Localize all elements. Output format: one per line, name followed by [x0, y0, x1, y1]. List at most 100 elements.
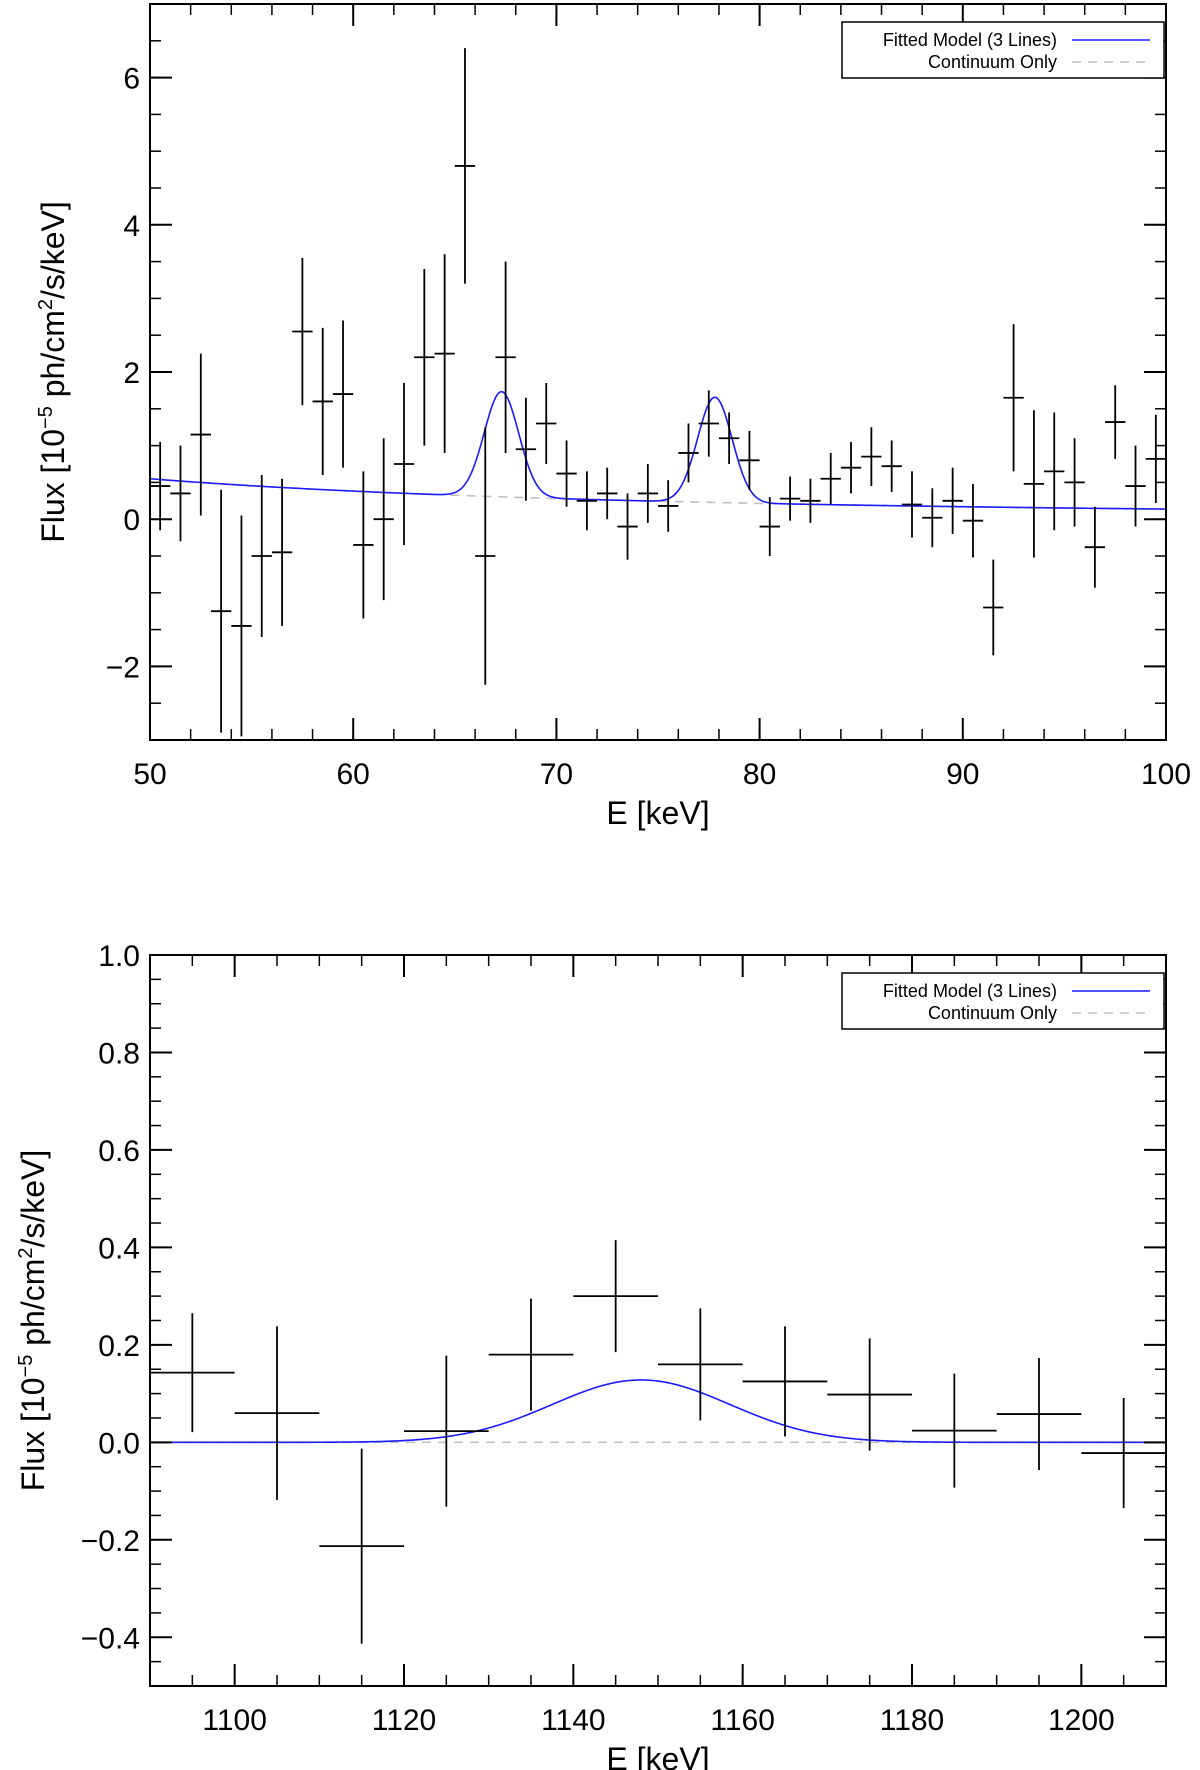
x-tick-label: 1160: [710, 1704, 775, 1737]
data-point: [922, 488, 943, 548]
y-axis-title-part: Flux [10: [15, 1377, 51, 1491]
fitted-model-line: [150, 1379, 1166, 1444]
x-tick-label: 100: [1141, 758, 1191, 791]
data-point: [617, 493, 638, 560]
data-point: [556, 440, 577, 507]
data-point: [1081, 1397, 1166, 1509]
data-point: [210, 489, 232, 733]
legend-label: Fitted Model (3 Lines): [883, 30, 1057, 50]
x-tick-label: 1140: [541, 1704, 606, 1737]
x-tick-label: 70: [540, 758, 573, 791]
y-axis-title-part: ph/cm: [35, 310, 71, 406]
y-tick-label: −2: [106, 651, 140, 684]
y-tick-label: 0.4: [98, 1232, 140, 1265]
fitted-model-line: [150, 390, 1166, 510]
data-point: [576, 471, 598, 531]
data-point: [251, 475, 272, 637]
x-axis-title: E [keV]: [606, 1741, 709, 1770]
data-point: [827, 1338, 912, 1451]
data-point: [1064, 438, 1085, 527]
data-point: [573, 1240, 658, 1353]
data-point: [1084, 506, 1106, 588]
data-point: [1023, 410, 1045, 558]
x-tick-label: 80: [743, 758, 776, 791]
y-tick-label: 0.6: [98, 1135, 140, 1168]
data-point: [373, 438, 394, 601]
data-point: [292, 257, 313, 406]
legend-label: Continuum Only: [928, 52, 1057, 72]
data-point: [739, 430, 760, 490]
panel-bottom: 1100 1120 1140 1160 1180 1200 −0.4 −0.2 0.0 0.2 0.…: [15, 940, 1167, 1770]
continuum-model-line: [434, 493, 1166, 510]
data-point: [942, 467, 963, 534]
x-tick-label: 50: [133, 758, 166, 791]
data-point: [881, 440, 902, 492]
data-point: [718, 412, 740, 464]
data-point: [536, 383, 557, 464]
x-axis-title: E [keV]: [606, 795, 709, 831]
data-point: [495, 261, 516, 453]
y-tick-label: 0: [123, 504, 140, 537]
data-point: [742, 1326, 828, 1437]
data-point: [393, 383, 415, 545]
data-point: [332, 320, 354, 468]
y-tick-label: 0.2: [98, 1330, 140, 1363]
data-point: [759, 497, 780, 556]
data-point: [515, 397, 537, 501]
y-axis-title: Flux [10−5 ph/cm2/s/keV]: [15, 1150, 51, 1492]
plot-frame: [149, 954, 1167, 1687]
data-point: [454, 48, 476, 284]
data-point: [597, 467, 618, 520]
data-point: [658, 480, 679, 532]
data-point: [231, 515, 252, 737]
y-axis-title-part: Flux [10: [35, 429, 71, 543]
data-point: [840, 441, 862, 494]
y-tick-label: 6: [123, 63, 140, 96]
data-point: [319, 1448, 404, 1644]
x-tick-label: 1200: [1048, 1704, 1115, 1737]
data-point: [996, 1358, 1082, 1471]
data-point: [475, 427, 496, 685]
y-axis-title-part: ph/cm: [15, 1259, 51, 1355]
data-point: [912, 1373, 997, 1488]
data-point: [678, 423, 699, 483]
legend-label: Fitted Model (3 Lines): [883, 981, 1057, 1001]
data-point: [234, 1326, 320, 1500]
data-point: [271, 478, 293, 626]
data-point: [190, 353, 211, 516]
x-tick-label: 60: [337, 758, 370, 791]
data-point: [901, 471, 923, 538]
data-point: [488, 1298, 574, 1411]
y-tick-label: −0.4: [81, 1622, 140, 1655]
y-axis-title-exponent: 2: [35, 299, 57, 310]
data-point: [637, 464, 658, 523]
x-tick-label: 1120: [372, 1704, 437, 1737]
data-point: [1105, 385, 1126, 459]
legend-box: [841, 21, 1165, 79]
y-tick-label: 0.8: [98, 1037, 140, 1070]
panel-top: 50 60 70 80 90 100 −2 0 2 4 6 E [keV] Flux [10−5 ph/…: [35, 3, 1191, 831]
legend: Fitted Model (3 Lines)Continuum Only: [841, 972, 1165, 1030]
data-point: [150, 1313, 235, 1433]
y-axis-title-part: /s/keV]: [35, 201, 71, 299]
x-tick-label: 1180: [880, 1704, 945, 1737]
y-axis-title-part: /s/keV]: [15, 1150, 51, 1248]
data-point: [414, 268, 435, 446]
data-point: [1003, 324, 1024, 472]
y-tick-label: 0.0: [98, 1427, 140, 1460]
legend-box: [841, 972, 1165, 1030]
y-axis-title-exponent: 2: [15, 1248, 37, 1259]
data-point: [312, 327, 333, 476]
y-tick-label: 2: [123, 357, 140, 390]
y-tick-label: −0.2: [81, 1525, 140, 1558]
legend-label: Continuum Only: [928, 1003, 1057, 1023]
x-tick-label: 1100: [202, 1704, 267, 1737]
data-point: [150, 441, 171, 531]
data-point: [1044, 412, 1065, 531]
data-point: [698, 390, 719, 457]
data-point: [434, 254, 455, 453]
data-point: [800, 478, 821, 523]
x-tick-label: 90: [946, 758, 979, 791]
data-point: [820, 452, 841, 505]
